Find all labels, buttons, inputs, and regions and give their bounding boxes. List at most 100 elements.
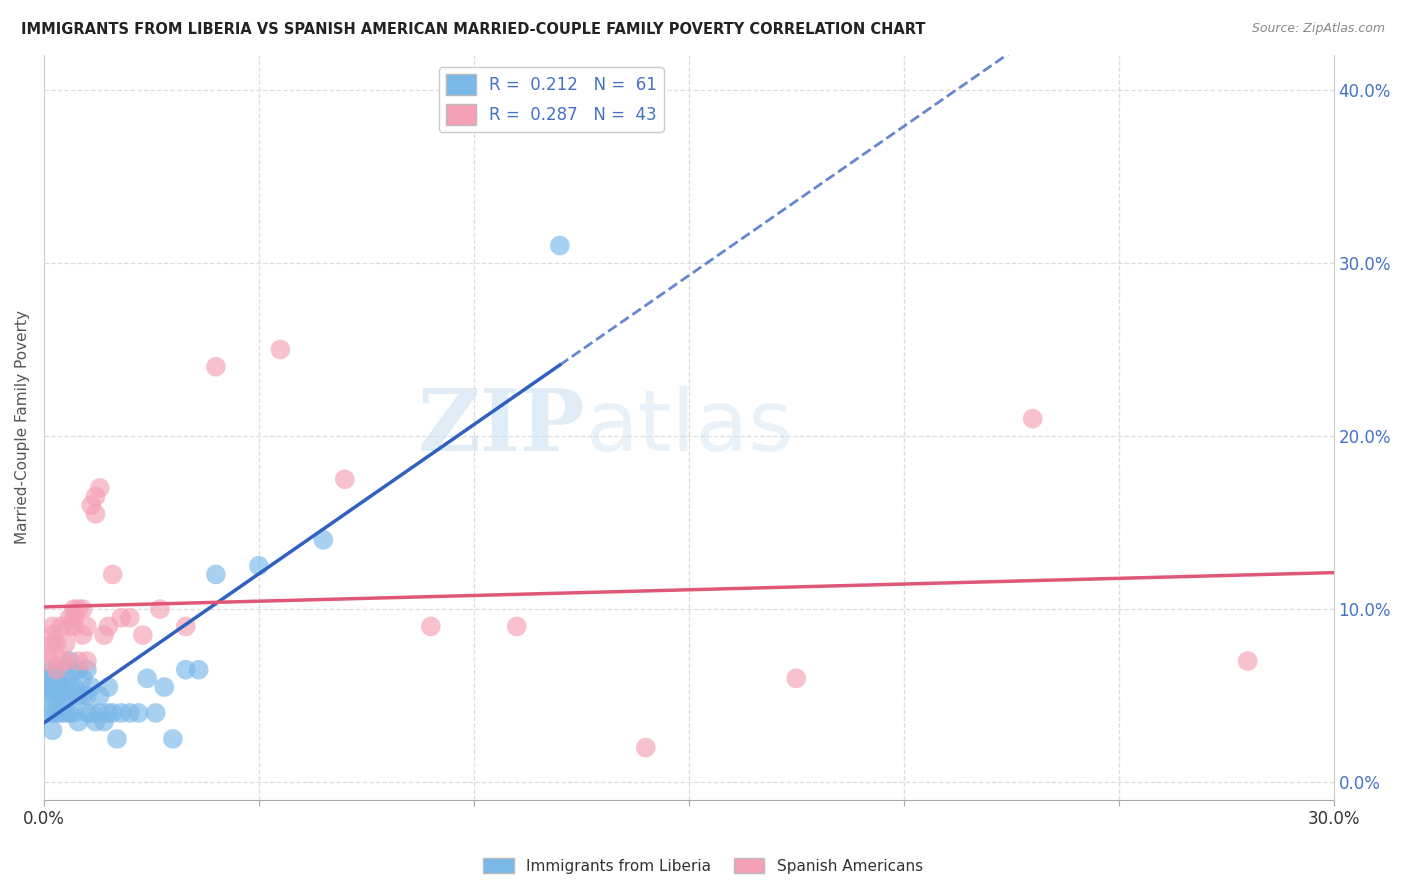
Point: [59, 680, 82, 694]
Point: [174, 663, 197, 677]
Point: [153, 680, 176, 694]
Point: [59, 654, 82, 668]
Point: [49, 663, 72, 677]
Point: [76, 663, 98, 677]
Point: [37, 671, 59, 685]
Point: [37, 689, 59, 703]
Point: [59, 611, 82, 625]
Point: [127, 706, 149, 720]
Point: [84, 490, 107, 504]
Point: [162, 731, 184, 746]
Point: [41, 663, 63, 677]
Point: [45, 663, 67, 677]
Point: [333, 472, 356, 486]
Point: [41, 671, 63, 685]
Point: [110, 611, 132, 625]
Point: [76, 654, 98, 668]
Point: [187, 663, 209, 677]
Point: [67, 654, 90, 668]
Text: Source: ZipAtlas.com: Source: ZipAtlas.com: [1251, 22, 1385, 36]
Point: [136, 671, 159, 685]
Point: [45, 689, 67, 703]
Point: [247, 558, 270, 573]
Point: [49, 619, 72, 633]
Point: [1021, 411, 1043, 425]
Point: [45, 671, 67, 685]
Point: [41, 619, 63, 633]
Point: [84, 714, 107, 729]
Point: [67, 714, 90, 729]
Point: [67, 663, 90, 677]
Point: [205, 359, 228, 374]
Point: [41, 723, 63, 738]
Point: [76, 689, 98, 703]
Point: [55, 654, 77, 668]
Point: [49, 680, 72, 694]
Legend: Immigrants from Liberia, Spanish Americans: Immigrants from Liberia, Spanish America…: [477, 852, 929, 880]
Point: [59, 706, 82, 720]
Point: [80, 498, 103, 512]
Point: [37, 645, 59, 659]
Point: [37, 706, 59, 720]
Point: [63, 706, 86, 720]
Point: [89, 706, 111, 720]
Point: [105, 731, 128, 746]
Point: [118, 706, 141, 720]
Point: [101, 706, 124, 720]
Point: [80, 680, 103, 694]
Point: [63, 663, 86, 677]
Point: [45, 637, 67, 651]
Point: [84, 507, 107, 521]
Point: [269, 343, 291, 357]
Point: [72, 602, 94, 616]
Text: ZIP: ZIP: [418, 385, 585, 469]
Point: [59, 619, 82, 633]
Point: [110, 706, 132, 720]
Point: [45, 706, 67, 720]
Point: [37, 680, 59, 694]
Point: [55, 663, 77, 677]
Point: [97, 619, 120, 633]
Legend: R =  0.212   N =  61, R =  0.287   N =  43: R = 0.212 N = 61, R = 0.287 N = 43: [439, 67, 664, 132]
Point: [63, 619, 86, 633]
Point: [55, 689, 77, 703]
Point: [419, 619, 441, 633]
Point: [49, 706, 72, 720]
Point: [41, 680, 63, 694]
Point: [785, 671, 807, 685]
Point: [118, 611, 141, 625]
Point: [132, 628, 155, 642]
Point: [89, 481, 111, 495]
Point: [63, 680, 86, 694]
Point: [45, 663, 67, 677]
Point: [76, 619, 98, 633]
Point: [97, 680, 120, 694]
Point: [101, 567, 124, 582]
Point: [41, 637, 63, 651]
Point: [72, 628, 94, 642]
Point: [55, 637, 77, 651]
Point: [174, 619, 197, 633]
Point: [59, 689, 82, 703]
Text: IMMIGRANTS FROM LIBERIA VS SPANISH AMERICAN MARRIED-COUPLE FAMILY POVERTY CORREL: IMMIGRANTS FROM LIBERIA VS SPANISH AMERI…: [21, 22, 925, 37]
Point: [312, 533, 335, 547]
Point: [205, 567, 228, 582]
Point: [67, 689, 90, 703]
Point: [55, 680, 77, 694]
Point: [45, 680, 67, 694]
Point: [634, 740, 657, 755]
Point: [149, 602, 172, 616]
Point: [548, 238, 571, 252]
Point: [63, 602, 86, 616]
Point: [41, 628, 63, 642]
Point: [37, 654, 59, 668]
Point: [67, 602, 90, 616]
Text: atlas: atlas: [585, 386, 793, 469]
Point: [72, 689, 94, 703]
Point: [49, 689, 72, 703]
Point: [49, 654, 72, 668]
Point: [72, 671, 94, 685]
Point: [97, 706, 120, 720]
Point: [89, 689, 111, 703]
Point: [41, 689, 63, 703]
